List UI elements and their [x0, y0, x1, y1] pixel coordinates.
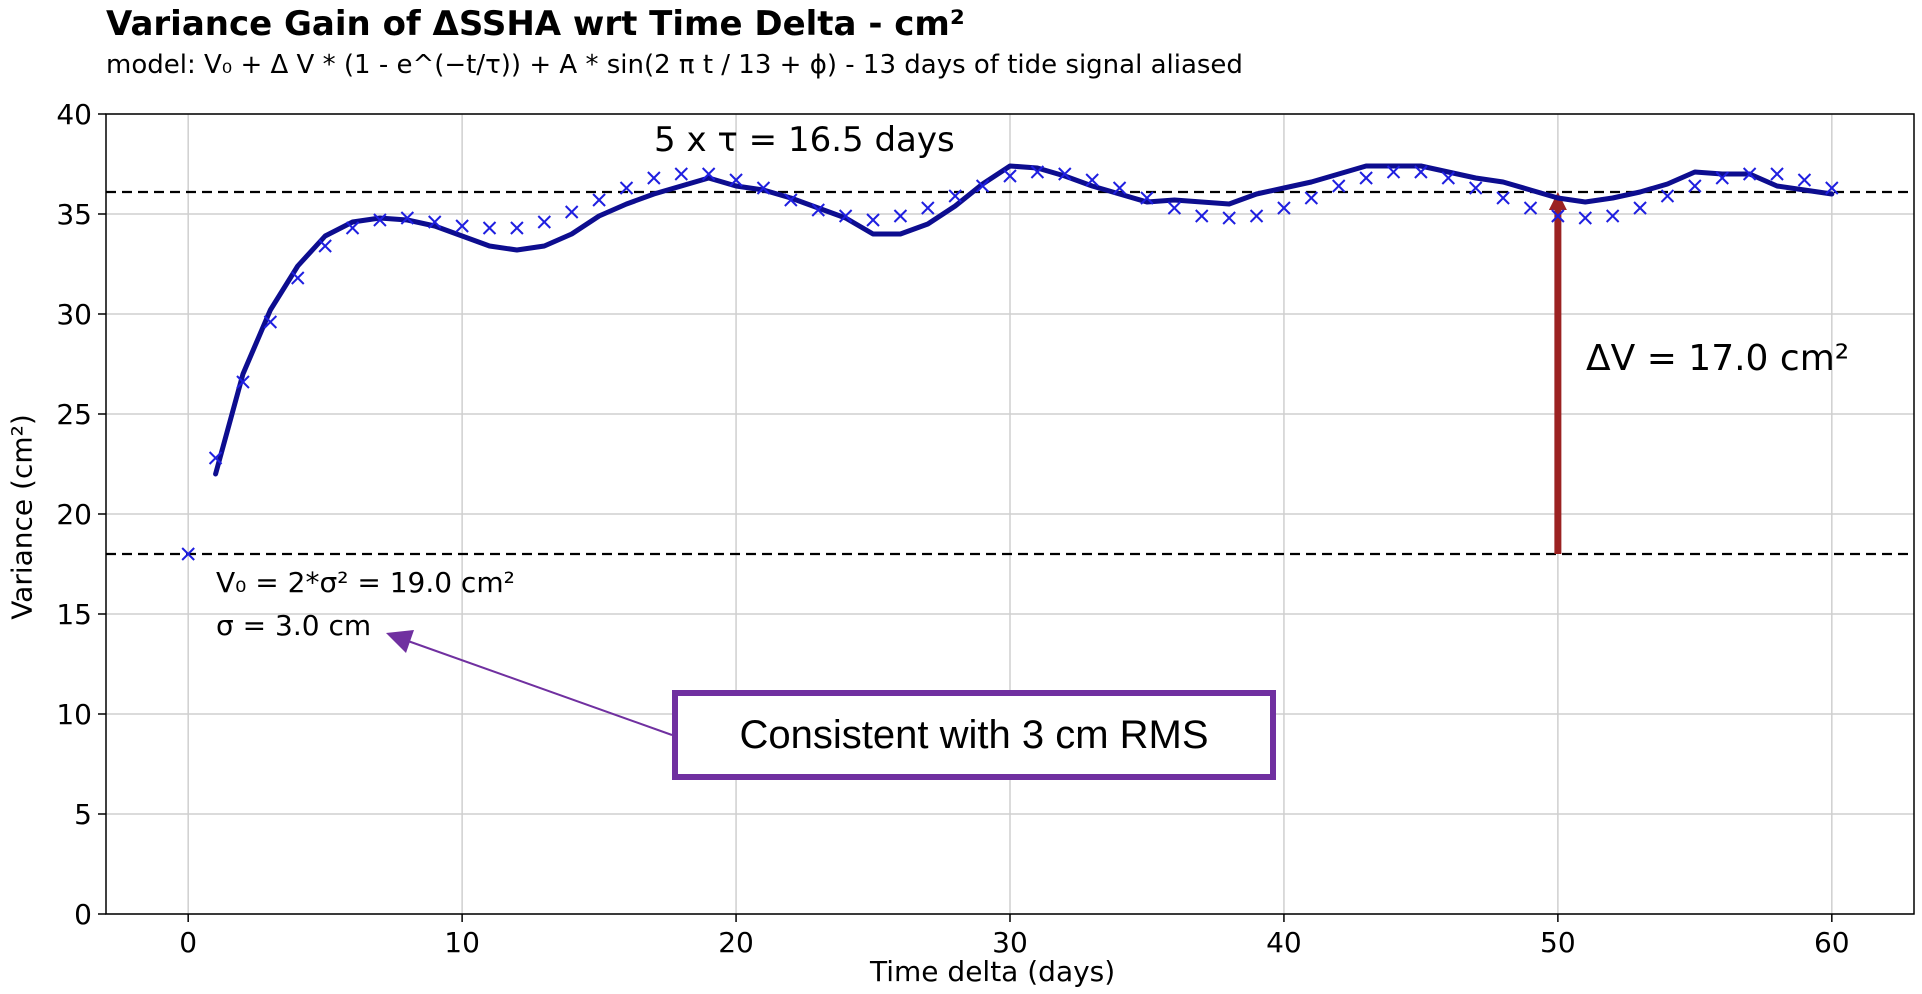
callout-box: Consistent with 3 cm RMS — [672, 690, 1276, 780]
chart-title: Variance Gain of ΔSSHA wrt Time Delta - … — [106, 4, 965, 44]
x-tick-label: 30 — [992, 926, 1028, 959]
data-point — [455, 219, 469, 233]
callout-arrow-shaft — [407, 640, 673, 736]
data-point — [291, 271, 305, 285]
y-axis-label: Variance (cm²) — [5, 414, 39, 620]
data-point — [564, 205, 579, 219]
data-point — [1468, 181, 1483, 195]
data-point — [1578, 211, 1592, 225]
data-point — [647, 171, 661, 185]
data-point — [510, 221, 524, 235]
delta-v-arrow-head — [1548, 192, 1567, 210]
data-point — [1770, 167, 1784, 181]
data-point — [619, 181, 634, 195]
y-tick-label: 20 — [56, 498, 92, 531]
data-point — [1605, 209, 1620, 223]
data-point — [866, 213, 880, 227]
data-point — [1195, 209, 1209, 223]
chart-subtitle: model: V₀ + Δ V * (1 - e^(−t/τ)) + A * s… — [106, 50, 1243, 80]
v0-annotation: V₀ = 2*σ² = 19.0 cm² — [216, 566, 515, 599]
x-tick-label: 40 — [1266, 926, 1302, 959]
data-point — [1797, 173, 1812, 187]
data-point — [1386, 165, 1401, 179]
x-tick-label: 0 — [179, 926, 197, 959]
x-axis-label: Time delta (days) — [870, 955, 1116, 988]
data-point — [729, 173, 743, 187]
data-point — [1304, 191, 1319, 205]
arrows — [386, 192, 1567, 736]
data-point — [674, 167, 688, 181]
sigma-annotation: σ = 3.0 cm — [216, 609, 372, 642]
y-tick-label: 25 — [56, 398, 92, 431]
data-point — [921, 201, 935, 215]
data-point — [1112, 181, 1127, 195]
data-point — [592, 193, 606, 207]
data-point — [1140, 191, 1154, 205]
data-point — [1660, 189, 1675, 203]
data-point — [208, 451, 223, 465]
data-point — [1332, 179, 1346, 193]
data-point — [1249, 209, 1264, 223]
y-tick-label: 40 — [56, 98, 92, 131]
data-point — [1003, 169, 1017, 183]
data-point — [482, 221, 497, 235]
data-point — [428, 215, 442, 229]
data-point — [1742, 167, 1757, 181]
data-point — [1441, 171, 1456, 185]
data-point — [1414, 165, 1428, 179]
data-point — [838, 209, 853, 223]
data-point — [1359, 171, 1373, 185]
data-point — [236, 375, 250, 389]
data-point — [1496, 191, 1510, 205]
data-point — [537, 215, 552, 229]
tick-labels: 0 10 20 30 40 50 60 0 5 10 15 20 25 30 35 40 — [56, 98, 1849, 959]
data-point — [1825, 181, 1839, 195]
callout-arrow-head — [386, 630, 414, 653]
model-fit-line — [213, 163, 1835, 477]
x-tick-label: 60 — [1814, 926, 1850, 959]
data-point — [1222, 211, 1236, 225]
data-point — [1551, 209, 1565, 223]
data-point — [1058, 167, 1072, 181]
tau-annotation: 5 x τ = 16.5 days — [654, 120, 955, 160]
data-point — [373, 213, 387, 227]
data-point — [811, 203, 825, 217]
data-point — [1030, 165, 1045, 179]
model-line — [213, 163, 1835, 477]
data-point — [1167, 201, 1182, 215]
data-point — [400, 211, 415, 225]
x-tick-label: 50 — [1540, 926, 1576, 959]
y-tick-label: 15 — [56, 598, 92, 631]
y-tick-label: 5 — [74, 798, 92, 831]
data-point — [181, 547, 195, 561]
data-point — [1715, 171, 1729, 185]
x-tick-label: 20 — [718, 926, 754, 959]
data-point — [1688, 179, 1702, 193]
data-point — [893, 209, 908, 223]
x-tick-label: 10 — [444, 926, 480, 959]
data-point — [345, 221, 360, 235]
data-point — [756, 181, 771, 195]
data-point — [1085, 173, 1099, 187]
observed-points — [181, 165, 1839, 561]
data-point — [1523, 201, 1538, 215]
callout-text: Consistent with 3 cm RMS — [739, 712, 1209, 757]
y-tick-label: 30 — [56, 298, 92, 331]
data-point — [701, 167, 716, 181]
data-point — [1633, 201, 1647, 215]
y-tick-label: 0 — [74, 898, 92, 931]
data-point — [784, 193, 798, 207]
grid-lines — [106, 113, 1914, 915]
y-tick-label: 10 — [56, 698, 92, 731]
delta-v-annotation: ΔV = 17.0 cm² — [1586, 338, 1850, 379]
data-point — [263, 315, 278, 329]
data-point — [1277, 201, 1291, 215]
reference-lines — [106, 190, 1914, 556]
data-point — [948, 189, 962, 203]
data-point — [318, 239, 332, 253]
data-point — [975, 179, 990, 193]
y-tick-label: 35 — [56, 198, 92, 231]
